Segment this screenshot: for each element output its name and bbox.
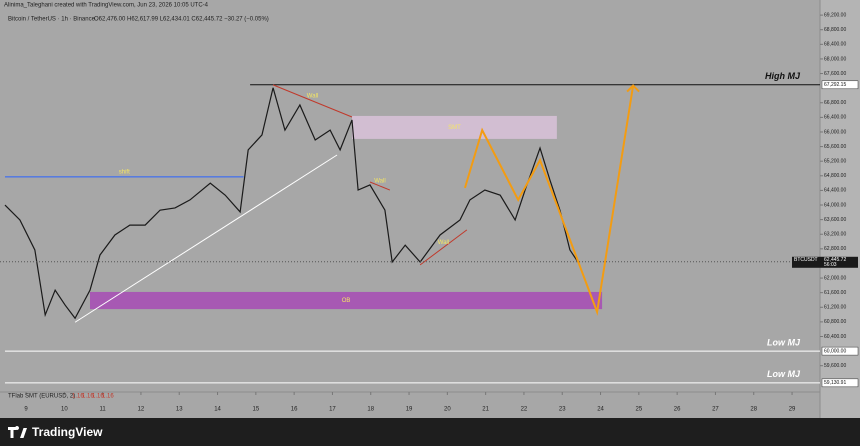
y-tick-label: 59,600.00: [824, 363, 846, 369]
y-tick-label: 69,200.00: [824, 12, 846, 18]
price-tag: [821, 378, 859, 388]
y-tick-label: 62,800.00: [824, 246, 846, 252]
time-axis: [0, 392, 820, 418]
x-tick-label: 26: [674, 407, 681, 413]
indicator-name: TFlab SMT (EURUSD, 2): [8, 394, 75, 400]
x-tick-label: 20: [444, 407, 451, 413]
zone: [351, 115, 557, 139]
projection-path: [464, 85, 635, 316]
x-tick-label: 16: [291, 407, 298, 413]
x-tick-label: 28: [750, 407, 757, 413]
level-label: High MJ: [765, 71, 801, 81]
x-tick-label: 13: [176, 407, 183, 413]
y-tick-label: 67,600.00: [824, 71, 846, 77]
y-tick-label: 60,800.00: [824, 319, 846, 325]
indicator-value: 1.16: [82, 394, 94, 400]
logo: [8, 426, 27, 438]
indicator-value: 1.16: [72, 394, 84, 400]
y-tick-label: 64,400.00: [824, 188, 846, 194]
y-tick-label: 65,600.00: [824, 144, 846, 150]
y-tick-label: 68,000.00: [824, 56, 846, 62]
zone: [90, 291, 603, 310]
credit: Alinima_Taleghani created with TradingVi…: [4, 3, 209, 9]
y-tick-label: 63,200.00: [824, 232, 846, 238]
x-tick-label: 18: [367, 407, 374, 413]
x-tick-label: 21: [482, 407, 489, 413]
y-tick-label: 65,200.00: [824, 159, 846, 165]
y-tick-label: 60,400.00: [824, 334, 846, 340]
x-tick-label: 22: [521, 407, 528, 413]
price-line: [4, 87, 579, 320]
y-tick-label: 61,200.00: [824, 305, 846, 311]
trend-line: [419, 229, 468, 266]
projection-arrow: [626, 84, 640, 93]
x-tick-label: 15: [252, 407, 259, 413]
x-tick-label: 10: [61, 407, 68, 413]
trend-line: [74, 154, 338, 323]
zone-label: OB: [342, 298, 351, 304]
x-tick-label: 27: [712, 407, 719, 413]
level-label: Low MJ: [767, 369, 801, 379]
last-price-label: 62,445.72: [824, 257, 846, 263]
brand: TradingView: [32, 425, 103, 439]
x-tick-label: 12: [138, 407, 145, 413]
x-tick-label: 14: [214, 407, 221, 413]
countdown: 56:03: [824, 262, 837, 268]
trend-line: [369, 181, 391, 191]
x-tick-label: 25: [635, 407, 642, 413]
x-tick-label: 19: [406, 407, 413, 413]
x-tick-label: 29: [789, 407, 796, 413]
trend-label: Wall: [374, 179, 385, 185]
y-tick-label: 64,000.00: [824, 202, 846, 208]
y-tick-label: 66,000.00: [824, 129, 846, 135]
last-price-tag: [792, 256, 858, 268]
y-tick-label: 66,400.00: [824, 115, 846, 121]
y-tick-label: 64,800.00: [824, 173, 846, 179]
x-tick-label: 11: [100, 407, 107, 413]
y-tick-label: 68,800.00: [824, 27, 846, 33]
level-label: Low MJ: [767, 337, 801, 347]
price-tag: [821, 80, 859, 90]
trend-line: [272, 84, 353, 118]
x-tick-label: 24: [597, 407, 604, 413]
price-tag-label: 60,000.00: [824, 348, 846, 354]
y-tick-label: 66,800.00: [824, 100, 846, 106]
indicator-value: 1.16: [92, 394, 104, 400]
indicator-value: 1.16: [102, 394, 114, 400]
price-tag-label: 59,130.91: [824, 380, 846, 386]
y-tick-label: 68,400.00: [824, 42, 846, 48]
price-tag-label: 67,292.15: [824, 82, 846, 88]
zone-label: SMT: [448, 125, 461, 131]
y-tick-label: 61,600.00: [824, 290, 846, 296]
chart-pane: [0, 0, 820, 392]
y-tick-label: 63,600.00: [824, 217, 846, 223]
trend-label: Wall: [307, 94, 318, 100]
ohlc: O62,476.00 H62,617.99 L62,434.01 C62,445…: [94, 17, 269, 23]
y-tick-label: 62,000.00: [824, 275, 846, 281]
symbol-title: Bitcoin / TetherUS · 1h · Binance: [8, 17, 96, 23]
trend-label: shift: [119, 169, 130, 175]
x-tick-label: 17: [329, 407, 336, 413]
x-tick-label: 9: [24, 407, 28, 413]
trend-label: Wall: [438, 240, 449, 246]
price-tag: [821, 346, 859, 356]
last-price-symbol: BTCUSDT: [794, 257, 818, 263]
x-tick-label: 23: [559, 407, 566, 413]
